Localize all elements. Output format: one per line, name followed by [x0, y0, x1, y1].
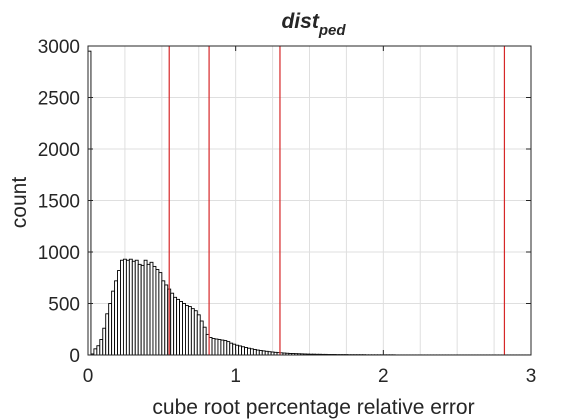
y-axis-label: count [8, 177, 31, 229]
y-tick-label: 500 [48, 295, 80, 316]
y-tick-label: 1500 [38, 192, 80, 213]
x-tick-label: 3 [526, 366, 537, 387]
chart-title: distped [281, 10, 346, 39]
x-tick-label: 2 [378, 366, 389, 387]
y-tick-label: 0 [69, 346, 80, 367]
x-axis-label: cube root percentage relative error [152, 396, 474, 419]
reference-lines [168, 46, 506, 355]
grid [88, 46, 531, 355]
y-tick-label: 2000 [38, 140, 80, 161]
x-tick-label: 1 [230, 366, 241, 387]
title-subscript: ped [318, 22, 347, 39]
x-tick-label: 0 [83, 366, 94, 387]
title-main: dist [281, 10, 319, 33]
y-tick-label: 2500 [38, 89, 80, 110]
axis-ticks: 0 1 2 3 0 500 1000 1500 2000 2500 3000 [38, 37, 537, 387]
y-tick-label: 1000 [38, 243, 80, 264]
y-tick-label: 3000 [38, 37, 80, 58]
